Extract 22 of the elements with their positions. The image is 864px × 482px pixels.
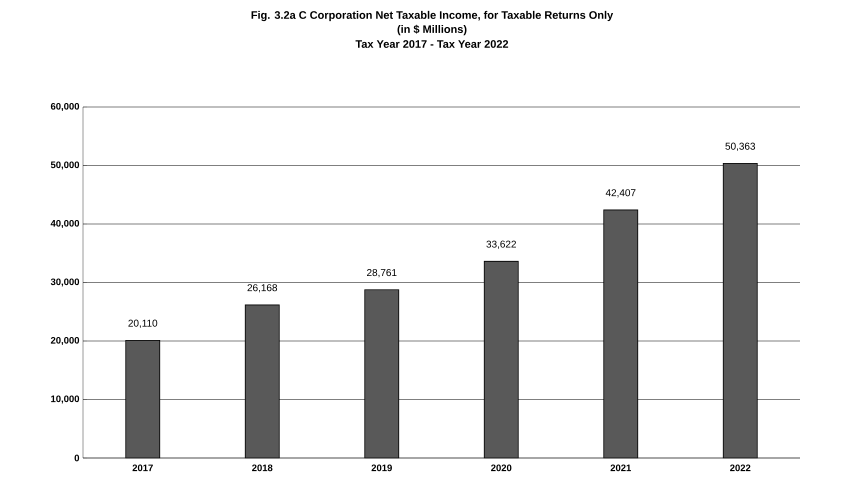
- x-tick-label: 2017: [132, 464, 153, 472]
- x-tick-label: 2018: [252, 464, 272, 472]
- y-tick-label: 0: [74, 454, 80, 462]
- y-tick-label: 30,000: [50, 278, 80, 287]
- data-label: 33,622: [486, 240, 516, 249]
- y-tick-label: 50,000: [50, 161, 80, 170]
- chart-title: Fig. 3.2a C Corporation Net Taxable Income, for Taxable Returns Only: [252, 10, 614, 22]
- y-tick-label: 60,000: [50, 102, 80, 112]
- x-tick-label: 2021: [610, 464, 632, 472]
- text: Tax Year 2017 - Tax Year 2022: [356, 40, 508, 48]
- x-tick-label: 2020: [491, 464, 512, 472]
- data-label: 20,110: [128, 320, 158, 328]
- y-tick-label: 10,000: [51, 395, 80, 404]
- x-tick-label: 2019: [372, 464, 392, 472]
- data-label: 42,407: [606, 189, 636, 198]
- data-label: 26,168: [248, 284, 278, 292]
- y-tick-label: 20,000: [50, 336, 80, 346]
- data-label: 28,761: [367, 269, 397, 278]
- y-tick-label: 40,000: [50, 220, 80, 228]
- chart-subtitle: (in $ Millions): [398, 24, 466, 36]
- x-tick-label: 2022: [730, 464, 750, 472]
- data-label: 50,363: [725, 142, 756, 151]
